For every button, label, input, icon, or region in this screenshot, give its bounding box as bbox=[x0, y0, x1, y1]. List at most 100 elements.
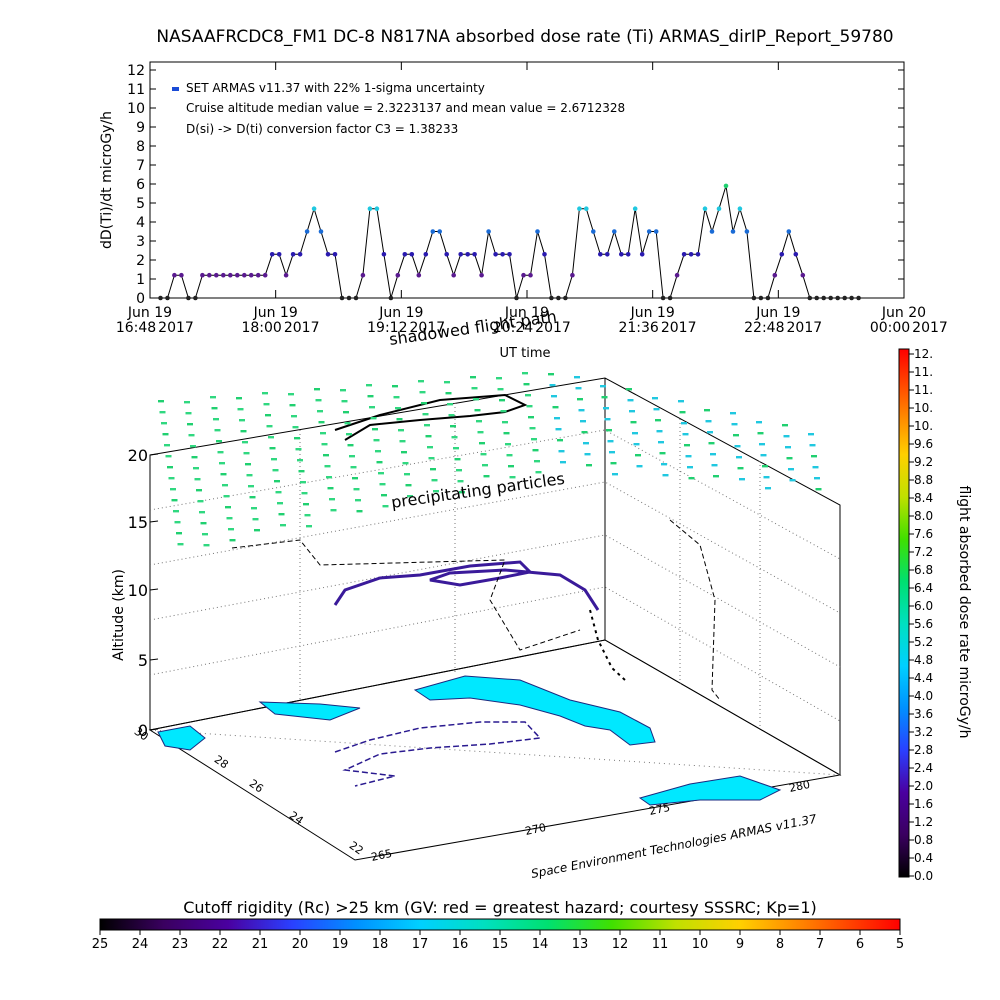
particle-marker bbox=[549, 384, 556, 387]
particle-marker bbox=[346, 433, 352, 436]
particle-marker bbox=[760, 454, 767, 457]
particle-marker bbox=[756, 421, 762, 424]
particle-marker bbox=[600, 385, 606, 388]
particle-marker bbox=[297, 459, 303, 462]
particle-marker bbox=[229, 539, 236, 542]
x-tick-year: 2017 bbox=[912, 320, 948, 336]
dose-rate-point bbox=[828, 295, 833, 301]
dose-colorbar-tick-label: 11. bbox=[914, 383, 933, 397]
particle-marker bbox=[291, 415, 297, 418]
particle-marker bbox=[612, 473, 618, 476]
dose-rate-point bbox=[570, 272, 575, 278]
particle-marker bbox=[280, 524, 286, 527]
dose-rate-point bbox=[737, 206, 743, 211]
particle-marker bbox=[320, 432, 326, 435]
particle-marker bbox=[294, 437, 300, 440]
dose-rate-point bbox=[758, 295, 764, 301]
dose-rate-point bbox=[444, 252, 450, 257]
dose-rate-point bbox=[486, 229, 491, 234]
dose-rate-point bbox=[402, 252, 408, 257]
particle-marker bbox=[356, 510, 363, 513]
particle-marker bbox=[503, 432, 510, 435]
altitude-tick-label: 10 bbox=[128, 581, 148, 600]
particle-marker bbox=[323, 454, 329, 457]
dose-rate-point bbox=[297, 252, 303, 257]
particle-marker bbox=[523, 383, 530, 386]
particle-marker bbox=[554, 417, 560, 420]
dose-rate-point bbox=[374, 206, 380, 211]
dose-rate-point bbox=[395, 272, 401, 278]
altitude-tick-mark bbox=[149, 520, 159, 523]
gulf-coast-landmass bbox=[258, 701, 361, 721]
particle-marker bbox=[425, 435, 432, 438]
particle-marker bbox=[202, 533, 208, 536]
particle-marker bbox=[344, 422, 351, 425]
particle-marker bbox=[789, 479, 796, 482]
dose-rate-point bbox=[242, 272, 247, 278]
particle-marker bbox=[301, 492, 308, 495]
dose-rate-point bbox=[472, 252, 477, 257]
particle-marker bbox=[815, 488, 822, 491]
x-tick-year: 2017 bbox=[284, 320, 320, 336]
particle-marker bbox=[194, 478, 201, 481]
particle-marker bbox=[184, 401, 190, 404]
particle-marker bbox=[762, 465, 768, 468]
particle-marker bbox=[382, 505, 389, 508]
x-tick-year: 2017 bbox=[410, 320, 446, 336]
particle-marker bbox=[783, 435, 790, 438]
y-tick-label: 6 bbox=[136, 177, 145, 193]
particle-marker bbox=[428, 457, 435, 460]
particle-marker bbox=[347, 444, 354, 447]
dose-rate-point bbox=[730, 229, 736, 234]
particle-marker bbox=[210, 396, 216, 399]
dose-rate-point bbox=[283, 272, 289, 278]
particle-marker bbox=[245, 463, 251, 466]
longitude-tick-label: 275 bbox=[648, 801, 671, 818]
particle-marker bbox=[217, 451, 224, 454]
particle-marker bbox=[378, 472, 384, 475]
rigidity-tick-label: 15 bbox=[492, 937, 509, 952]
dose-rate-point bbox=[235, 272, 240, 278]
annotation-conversion-factor: D(si) -> D(ti) conversion factor C3 = 1.… bbox=[186, 122, 458, 136]
altitude-axis-ticks: 0 5 10 15 20 bbox=[128, 446, 159, 740]
particle-marker bbox=[341, 400, 348, 403]
altitude-tick-mark bbox=[149, 588, 159, 591]
dose-rate-point bbox=[772, 272, 778, 278]
rigidity-colorbar bbox=[99, 918, 901, 931]
particle-marker bbox=[190, 445, 196, 448]
particle-marker bbox=[240, 430, 247, 433]
y-tick-label: 0 bbox=[136, 291, 145, 307]
particle-marker bbox=[482, 464, 488, 467]
dose-rate-point bbox=[688, 252, 694, 257]
longitude-axis-ticks: 265 270 275 280 bbox=[370, 778, 811, 864]
dose-rate-point bbox=[584, 206, 589, 211]
particle-marker bbox=[496, 377, 502, 380]
dose-rate-point bbox=[500, 252, 505, 257]
dose-colorbar-tick-label: 11. bbox=[914, 365, 933, 379]
particle-marker bbox=[367, 395, 374, 398]
particle-marker bbox=[176, 532, 182, 535]
particle-marker bbox=[476, 420, 482, 423]
particle-marker bbox=[451, 436, 458, 439]
rigidity-tick-label: 7 bbox=[816, 937, 824, 952]
particle-marker bbox=[737, 467, 744, 470]
rigidity-bar-label: Cutoff rigidity (Rc) >25 km (GV: red = g… bbox=[183, 898, 817, 917]
dose-rate-point bbox=[849, 295, 854, 301]
dose-colorbar-tick-label: 6.0 bbox=[914, 599, 933, 613]
dose-colorbar-tick-label: 7.6 bbox=[914, 527, 933, 541]
y-tick-label: 12 bbox=[127, 63, 145, 79]
y-tick-label: 3 bbox=[136, 234, 145, 250]
particle-marker bbox=[730, 412, 736, 415]
dose-rate-point bbox=[325, 252, 331, 257]
particle-marker bbox=[159, 411, 166, 414]
particle-marker bbox=[315, 399, 322, 402]
particle-marker bbox=[372, 428, 378, 431]
dose-rate-point bbox=[332, 252, 338, 257]
altitude-tick-label: 20 bbox=[128, 446, 148, 465]
particle-marker bbox=[757, 432, 764, 435]
particle-marker bbox=[220, 473, 227, 476]
rigidity-tick-label: 17 bbox=[412, 937, 429, 952]
particle-marker bbox=[456, 469, 462, 472]
dose-rate-point bbox=[221, 272, 226, 278]
